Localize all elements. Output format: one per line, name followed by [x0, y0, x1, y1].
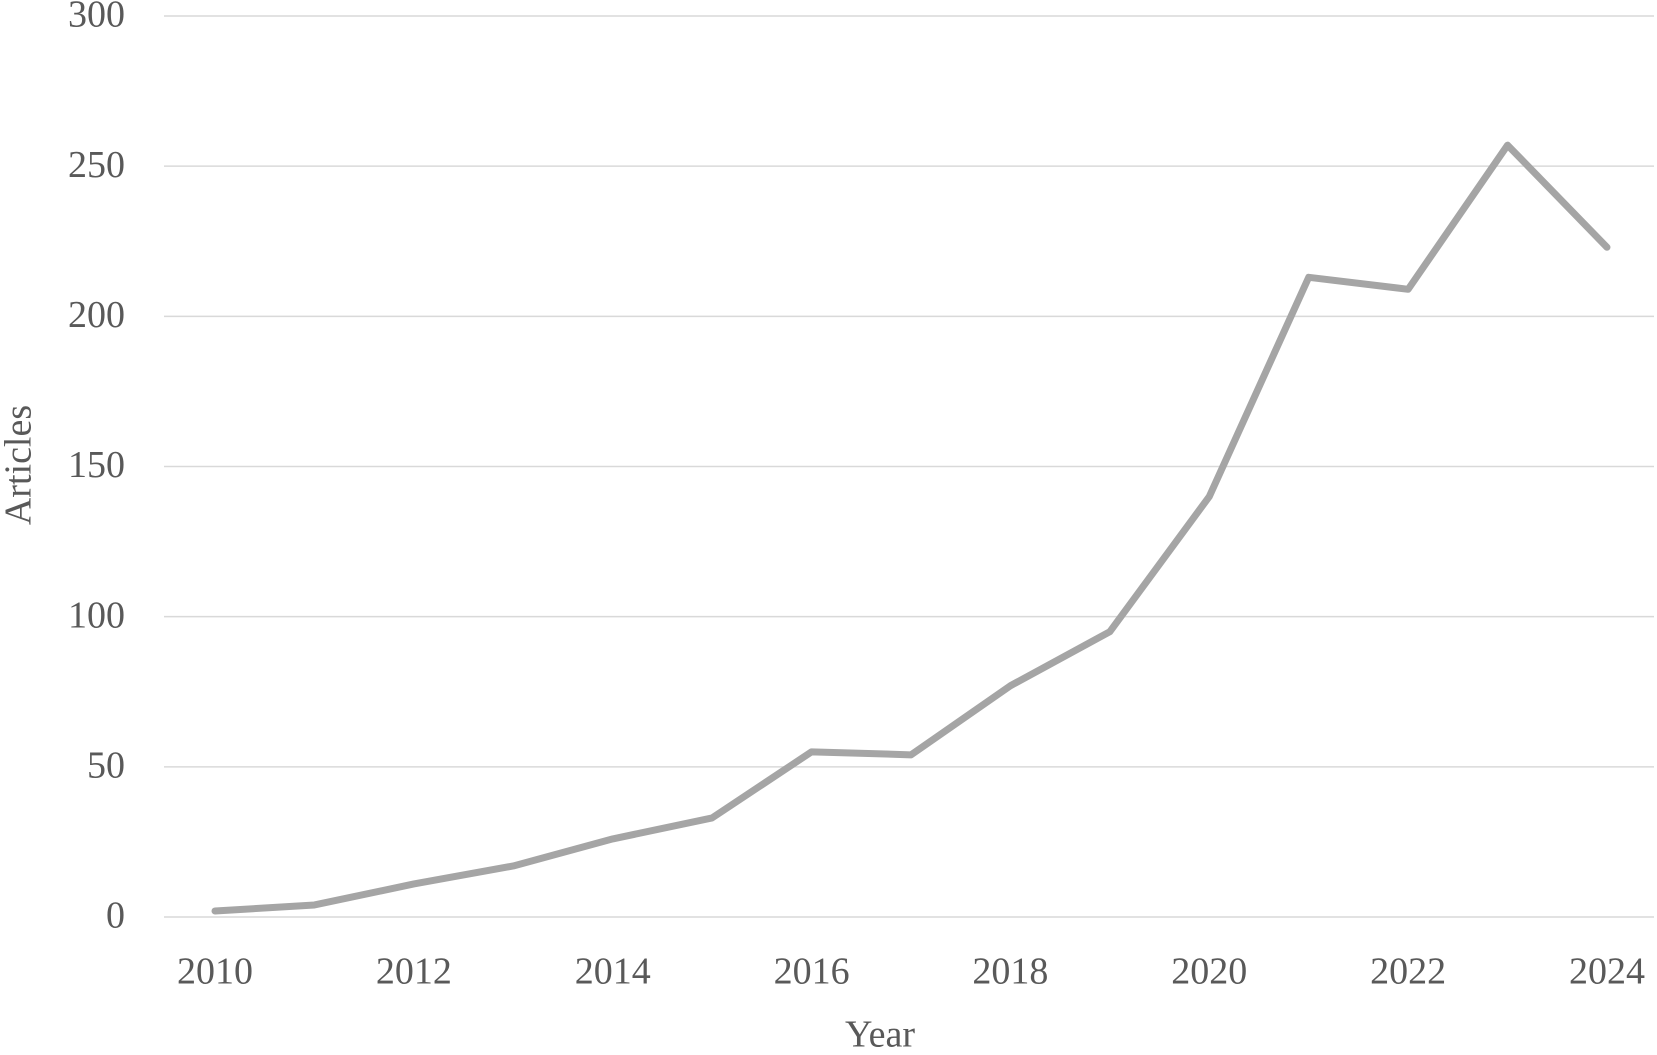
y-tick-label: 50 [87, 745, 125, 787]
data-line [211, 141, 1611, 915]
x-tick-label: 2012 [376, 951, 452, 993]
x-tick-label: 2016 [774, 951, 850, 993]
x-tick-label: 2018 [972, 951, 1048, 993]
y-tick-label: 300 [68, 0, 125, 36]
x-tick-label: 2010 [177, 951, 253, 993]
y-tick-label: 200 [68, 294, 125, 336]
x-tick-label: 2020 [1171, 951, 1247, 993]
y-axis-label: Articles [0, 405, 40, 525]
x-tick-label: 2024 [1569, 951, 1645, 993]
y-tick-label: 250 [68, 144, 125, 186]
y-tick-label: 0 [106, 895, 125, 937]
y-tick-label: 150 [68, 444, 125, 486]
y-tick-label: 100 [68, 594, 125, 636]
x-tick-label: 2014 [575, 951, 651, 993]
x-tick-label: 2022 [1370, 951, 1446, 993]
x-axis-label: Year [845, 1014, 915, 1055]
